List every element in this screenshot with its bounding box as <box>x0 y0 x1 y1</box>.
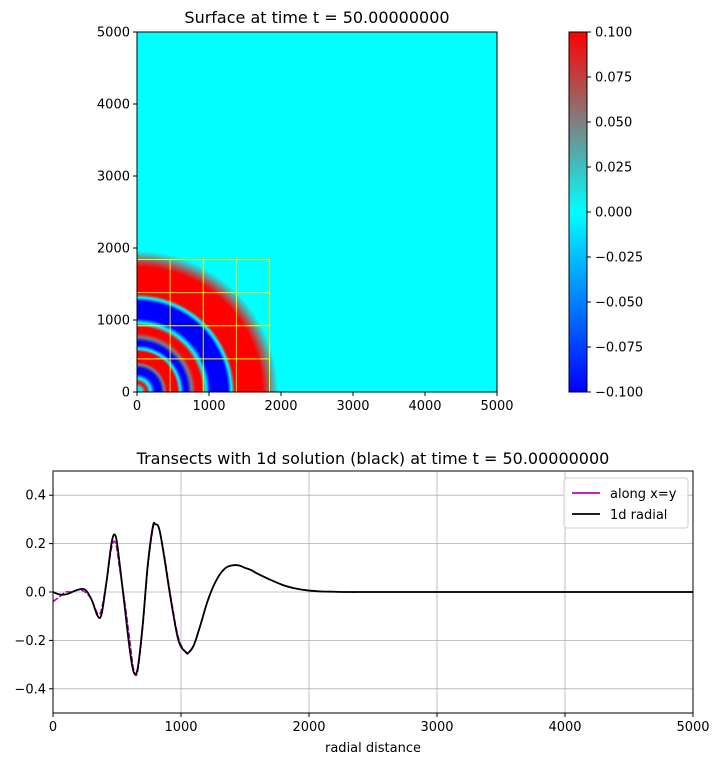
surface-y-tick-label: 4000 <box>97 98 130 113</box>
surface-x-tick-label: 1000 <box>192 399 225 414</box>
transect-y-tick-label: −0.2 <box>14 634 46 649</box>
transect-x-tick-label: 1000 <box>164 720 197 735</box>
transect-x-tick-label: 0 <box>49 720 57 735</box>
surface-panel: Surface at time t = 50.00000000 0 1000 200… <box>97 8 514 414</box>
colorbar: 0.100 0.075 0.050 0.025 0.000 −0.025 −0.050 −0.… <box>568 26 643 401</box>
surface-y-ticks: 0 1000 2000 3000 4000 5000 <box>97 26 137 401</box>
transect-y-tick-label: −0.4 <box>14 682 46 697</box>
transect-x-tick-label: 5000 <box>676 720 709 735</box>
surface-x-tick-label: 2000 <box>264 399 297 414</box>
transect-x-tick-label: 3000 <box>420 720 453 735</box>
colorbar-tick-label: −0.050 <box>595 296 643 311</box>
surface-title: Surface at time t = 50.00000000 <box>184 8 449 27</box>
transect-panel: Transects with 1d solution (black) at ti… <box>14 449 709 756</box>
legend-box <box>563 477 689 529</box>
transect-y-tick-label: 0.2 <box>25 537 46 552</box>
surface-axes-frame <box>136 31 498 393</box>
transect-y-ticks: 0.4 0.2 0.0 −0.2 −0.4 <box>14 489 53 697</box>
legend-label-along-x-y: along x=y <box>610 487 677 502</box>
colorbar-tick-label: 0.050 <box>595 116 632 131</box>
colorbar-ticks: 0.100 0.075 0.050 0.025 0.000 −0.025 −0.050 −0.… <box>587 26 643 401</box>
surface-y-tick-label: 1000 <box>97 314 130 329</box>
surface-y-tick-label: 3000 <box>97 170 130 185</box>
surface-x-ticks: 0 1000 2000 3000 4000 5000 <box>133 392 514 414</box>
transect-x-label: radial distance <box>325 741 421 756</box>
transect-title: Transects with 1d solution (black) at ti… <box>136 449 610 468</box>
transect-x-ticks: 0 1000 2000 3000 4000 5000 <box>49 713 710 735</box>
surface-x-tick-label: 3000 <box>336 399 369 414</box>
transect-x-tick-label: 4000 <box>548 720 581 735</box>
colorbar-tick-label: −0.100 <box>595 386 643 401</box>
surface-rings <box>137 32 497 392</box>
transect-y-tick-label: 0.0 <box>25 586 46 601</box>
surface-y-tick-label: 5000 <box>97 26 130 41</box>
surface-x-tick-label: 0 <box>133 399 141 414</box>
colorbar-tick-label: −0.025 <box>595 251 643 266</box>
legend-label-1d-radial: 1d radial <box>610 508 667 523</box>
colorbar-bar <box>568 31 588 393</box>
legend: along x=y 1d radial <box>563 477 689 529</box>
series-1d-radial <box>53 521 693 676</box>
colorbar-tick-label: 0.025 <box>595 161 632 176</box>
colorbar-tick-label: −0.075 <box>595 341 643 356</box>
surface-x-tick-label: 4000 <box>408 399 441 414</box>
surface-x-tick-label: 5000 <box>480 399 513 414</box>
amr-grid <box>137 259 270 392</box>
colorbar-tick-label: 0.000 <box>595 206 632 221</box>
transect-y-tick-label: 0.4 <box>25 489 46 504</box>
surface-y-tick-label: 0 <box>122 386 130 401</box>
transect-x-tick-label: 2000 <box>292 720 325 735</box>
surface-y-tick-label: 2000 <box>97 242 130 257</box>
colorbar-tick-label: 0.075 <box>595 71 632 86</box>
colorbar-tick-label: 0.100 <box>595 26 632 41</box>
